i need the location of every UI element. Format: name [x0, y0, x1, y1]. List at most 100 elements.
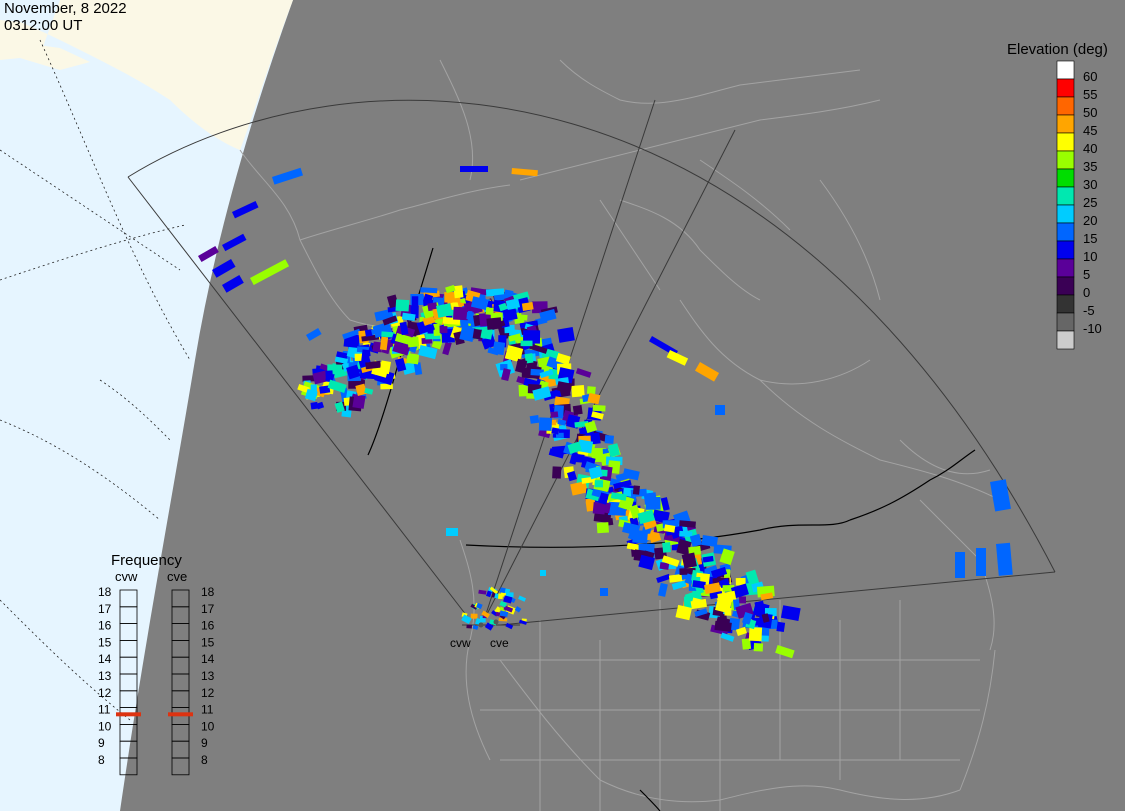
- echo-patch: [413, 362, 423, 376]
- echo-patch: [504, 324, 515, 334]
- echo-patch: [552, 466, 562, 479]
- echo-patch: [304, 388, 318, 402]
- frequency-gauge-cell: [171, 724, 190, 742]
- echo-patch: [679, 530, 693, 538]
- echo-patch: [538, 417, 553, 431]
- echo-patch: [515, 358, 528, 374]
- echo-patch: [249, 259, 290, 286]
- echo-patch: [499, 600, 507, 608]
- echo-patch: [402, 361, 417, 375]
- frequency-tick-label: 11: [98, 703, 111, 717]
- echo-patch: [232, 201, 259, 219]
- echo-patch: [571, 384, 585, 398]
- date-label: November, 8 2022: [4, 0, 127, 17]
- echo-patch: [392, 341, 411, 356]
- colorbar-swatch: [1056, 258, 1075, 278]
- frequency-marker-cvw: [116, 712, 141, 717]
- echo-patch: [504, 344, 524, 363]
- echo-patch: [485, 288, 505, 297]
- echo-patch: [724, 607, 732, 616]
- echo-patch: [433, 323, 441, 336]
- echo-patch: [710, 566, 728, 579]
- echo-patch: [591, 411, 604, 420]
- echo-patch: [556, 381, 573, 393]
- echo-patch: [466, 311, 474, 320]
- echo-patch: [658, 582, 668, 597]
- echo-patch: [436, 303, 453, 318]
- colorbar-swatch: [1056, 168, 1075, 188]
- echo-patch: [715, 405, 725, 415]
- frequency-title: Frequency: [111, 552, 182, 569]
- echo-patch: [629, 504, 641, 519]
- echo-patch: [730, 583, 749, 599]
- echo-patch: [776, 621, 786, 633]
- echo-patch: [691, 597, 706, 608]
- echo-patch: [574, 421, 589, 428]
- echo-patch: [594, 480, 604, 488]
- echo-patch: [660, 497, 670, 511]
- echo-patch: [661, 555, 680, 567]
- echo-patch: [466, 624, 473, 629]
- echo-patch: [529, 343, 548, 354]
- echo-patch: [714, 620, 732, 632]
- echo-patch: [745, 569, 760, 586]
- echo-patch: [481, 610, 490, 619]
- colorbar-swatch: [1056, 222, 1075, 242]
- echo-patch: [442, 341, 452, 356]
- echo-patch: [352, 394, 366, 409]
- echo-patch: [310, 401, 319, 410]
- echo-patch: [498, 617, 508, 622]
- echo-patch: [478, 589, 487, 595]
- echo-patch: [679, 520, 696, 528]
- echo-patch: [518, 619, 528, 625]
- echo-patch: [780, 605, 801, 621]
- radar-label-cvw: cvw: [450, 636, 471, 650]
- echo-patch: [592, 404, 606, 412]
- echo-patch: [420, 287, 438, 294]
- echo-patch: [570, 481, 588, 496]
- echo-patch: [704, 582, 721, 595]
- colorbar-swatch: [1056, 78, 1075, 98]
- echo-patch: [775, 645, 795, 659]
- echo-patch: [499, 606, 506, 612]
- echo-patch: [702, 555, 714, 563]
- echo-patch: [470, 296, 489, 311]
- echo-patch: [473, 314, 482, 327]
- echo-patch: [681, 552, 697, 569]
- colorbar-tick-label: 0: [1083, 285, 1090, 300]
- echo-patch: [272, 167, 304, 185]
- colorbar-swatch: [1056, 330, 1075, 350]
- echo-patch: [529, 415, 540, 424]
- colorbar-swatch: [1056, 294, 1075, 314]
- frequency-label-cve: cve: [167, 569, 187, 584]
- radar-site-cvw: [478, 622, 484, 628]
- frequency-tick-label: 11: [201, 703, 214, 717]
- echo-patch: [720, 632, 735, 642]
- echo-patch: [327, 379, 347, 394]
- echo-patch: [518, 384, 529, 397]
- echo-patch: [494, 593, 500, 599]
- echo-patch: [395, 299, 410, 312]
- colorbar-swatch: [1056, 204, 1075, 224]
- echo-patch: [221, 233, 247, 252]
- echo-patch: [764, 607, 777, 617]
- echo-patch: [492, 341, 506, 356]
- echo-patch: [689, 533, 703, 547]
- frequency-tick-label: 8: [98, 753, 105, 767]
- colorbar-tick-label: 25: [1083, 195, 1097, 210]
- day-side-land: [0, 0, 293, 150]
- frequency-tick-label: 15: [98, 635, 112, 649]
- colorbar-tick-label: 10: [1083, 249, 1097, 264]
- echo-patch: [679, 567, 696, 576]
- colorbar-swatch: [1056, 96, 1075, 116]
- echo-patch: [334, 356, 349, 365]
- echo-patch: [386, 294, 399, 309]
- echo-patch: [334, 401, 345, 413]
- colorbar-swatch: [1056, 276, 1075, 296]
- radar-label-cve: cve: [490, 636, 509, 650]
- echo-patch: [735, 577, 746, 586]
- echo-patch: [615, 470, 634, 482]
- colorbar-tick-label: 45: [1083, 123, 1097, 138]
- echo-patch: [418, 344, 438, 360]
